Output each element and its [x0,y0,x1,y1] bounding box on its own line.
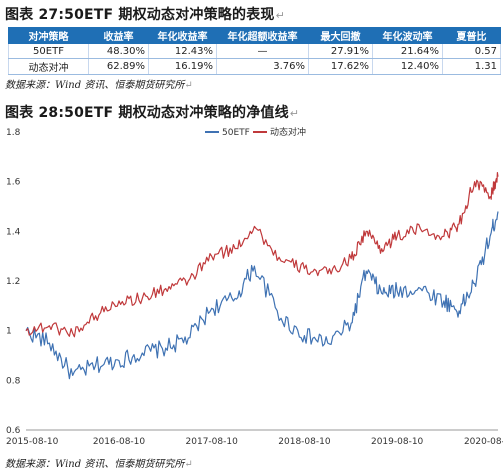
table-title-text: 图表 27:50ETF 期权动态对冲策略的表现 [5,7,275,23]
header-strategy: 对冲策略 [8,27,89,44]
y-tick-label: 1.2 [6,277,20,287]
header-annual-excess: 年化超额收益率 [216,27,309,44]
header-max-drawdown: 最大回撤 [308,27,373,44]
cell-max-drawdown: 27.91% [308,43,373,59]
y-tick-label: 1.6 [6,178,21,188]
source-note: 数据来源：Wind 资讯、恒泰期货研究所↵ [5,76,193,91]
cell-annual-return: 12.43% [148,43,217,59]
y-tick-label: 0.6 [6,426,21,436]
chart-title-text: 图表 28:50ETF 期权动态对冲策略的净值线 [5,105,289,121]
x-tick-label: 2020-08-10 [464,437,503,447]
x-tick-label: 2016-08-10 [93,437,146,447]
table-row: 50ETF 48.30% 12.43% — 27.91% 21.64% 0.57 [8,43,501,59]
paragraph-mark: ↵ [275,9,286,22]
cell-return: 48.30% [88,43,149,59]
nav-line-chart: 0.6 0.8 1 1.2 1.4 1.6 1.8 2015-08-10 2016-08-10 2… [6,126,503,447]
cell-strategy: 50ETF [8,43,89,59]
x-tick-label: 2017-08-10 [186,437,239,447]
series-line-dynamic-hedge [25,171,499,338]
cell-annual-return: 16.19% [148,58,217,75]
source-note-text: 数据来源：Wind 资讯、恒泰期货研究所 [5,80,185,91]
paragraph-mark: ↵ [289,107,300,120]
header-sharpe: 夏普比 [442,27,501,44]
cell-annual-excess: — [216,43,309,59]
x-tick-label: 2019-08-10 [371,437,424,447]
y-tick-label: 0.8 [6,376,21,386]
cell-sharpe: 1.31 [442,58,501,75]
x-tick-label: 2015-08-10 [6,437,59,447]
cell-return: 62.89% [88,58,149,75]
source-note-text: 数据来源：Wind 资讯、恒泰期货研究所 [5,459,185,470]
x-tick-label: 2018-08-10 [278,437,331,447]
header-annual-return: 年化收益率 [148,27,217,44]
table-title: 图表 27:50ETF 期权动态对冲策略的表现↵ [5,4,285,24]
y-tick-label: 1 [6,327,12,337]
cell-sharpe: 0.57 [442,43,501,59]
header-return: 收益率 [88,27,149,44]
cell-max-drawdown: 17.62% [308,58,373,75]
source-note: 数据来源：Wind 资讯、恒泰期货研究所↵ [5,455,193,470]
header-annual-vol: 年化波动率 [372,27,443,44]
cell-annual-vol: 21.64% [372,43,443,59]
series-line-50etf [25,211,499,380]
chart-title: 图表 28:50ETF 期权动态对冲策略的净值线↵ [5,102,299,122]
cell-annual-vol: 12.40% [372,58,443,75]
y-tick-label: 1.4 [6,227,21,237]
y-tick-label: 1.8 [6,128,21,138]
cell-strategy: 动态对冲 [8,58,89,75]
paragraph-mark: ↵ [184,80,193,91]
table-row: 动态对冲 62.89% 16.19% 3.76% 17.62% 12.40% 1… [8,58,501,75]
legend-label: 动态对冲 [270,126,306,138]
legend-label: 50ETF [222,128,250,138]
table-header-row: 对冲策略 收益率 年化收益率 年化超额收益率 最大回撤 年化波动率 夏普比 [8,27,501,44]
paragraph-mark: ↵ [184,459,193,470]
performance-table: 对冲策略 收益率 年化收益率 年化超额收益率 最大回撤 年化波动率 夏普比 50… [8,27,501,75]
cell-annual-excess: 3.76% [216,58,309,75]
